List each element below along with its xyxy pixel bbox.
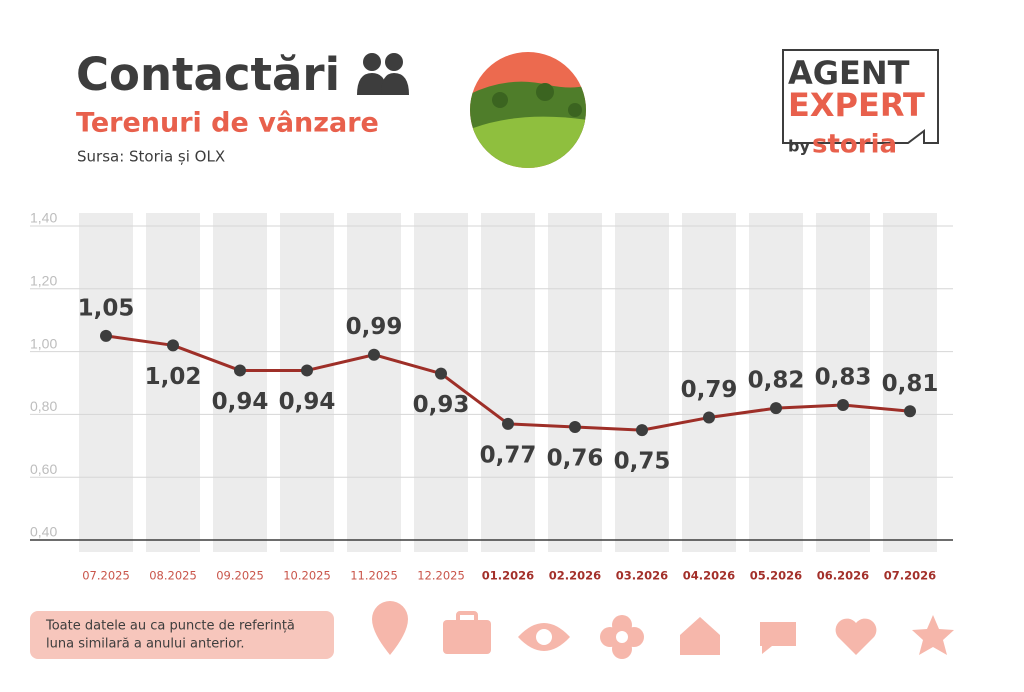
photo: [470, 52, 586, 168]
y-tick-label: 1,40: [30, 210, 57, 226]
value-label: 0,81: [882, 371, 939, 397]
x-tick-label: 02.2026: [549, 569, 601, 583]
x-tick-label: 07.2026: [884, 569, 936, 583]
marker: [837, 398, 849, 411]
source: Sursa: Storia și OLX: [77, 148, 225, 166]
value-label: 1,02: [145, 364, 202, 390]
column-band: [347, 213, 401, 552]
x-tick-label: 11.2025: [350, 569, 398, 583]
x-tick-label: 07.2025: [82, 569, 130, 583]
people-icon: [357, 53, 409, 95]
title: Contactări: [76, 48, 340, 101]
marker: [234, 364, 246, 377]
marker: [703, 411, 715, 424]
value-label: 1,05: [78, 295, 135, 321]
y-tick-label: 0,80: [30, 398, 57, 414]
value-label: 0,76: [547, 445, 604, 471]
column-band: [414, 213, 468, 552]
y-tick-label: 0,60: [30, 461, 57, 477]
subtitle: Terenuri de vânzare: [76, 108, 379, 139]
note-line: luna similară a anului anterior.: [46, 637, 245, 652]
value-label: 0,99: [346, 314, 403, 340]
column-band: [816, 213, 870, 552]
value-label: 0,79: [681, 377, 738, 403]
x-tick-label: 08.2025: [149, 569, 197, 583]
marker: [167, 339, 179, 352]
marker: [904, 405, 916, 418]
column-band: [481, 213, 535, 552]
marker: [368, 348, 380, 361]
marker: [770, 402, 782, 415]
column-band: [280, 213, 334, 552]
marker: [636, 424, 648, 437]
column-band: [615, 213, 669, 552]
value-label: 0,83: [815, 364, 872, 390]
value-label: 0,93: [413, 392, 470, 418]
note-line: Toate datele au ca puncte de referință: [45, 619, 295, 634]
column-band: [146, 213, 200, 552]
x-tick-label: 09.2025: [216, 569, 264, 583]
column-band: [749, 213, 803, 552]
x-tick-label: 01.2026: [482, 569, 534, 583]
logo-brand: storia: [812, 130, 897, 160]
column-band: [548, 213, 602, 552]
logo-line2: EXPERT: [788, 86, 925, 124]
x-tick-label: 06.2026: [817, 569, 869, 583]
y-tick-label: 0,40: [30, 524, 57, 540]
value-label: 0,77: [480, 442, 537, 468]
y-tick-label: 1,20: [30, 273, 57, 289]
x-tick-label: 04.2026: [683, 569, 735, 583]
value-label: 0,82: [748, 368, 805, 394]
icons: [372, 601, 954, 659]
value-label: 0,75: [614, 449, 671, 475]
column-band: [79, 213, 133, 552]
x-tick-label: 03.2026: [616, 569, 668, 583]
column-band: [682, 213, 736, 552]
column-band: [883, 213, 937, 552]
marker: [435, 367, 447, 380]
x-tick-label: 05.2026: [750, 569, 802, 583]
marker: [100, 329, 112, 342]
logo-line1: AGENT: [788, 54, 910, 92]
logo-by: by: [788, 137, 810, 156]
x-tick-label: 12.2025: [417, 569, 465, 583]
marker: [569, 420, 581, 433]
x-tick-label: 10.2025: [283, 569, 331, 583]
marker: [502, 417, 514, 430]
marker: [301, 364, 313, 377]
value-label: 0,94: [279, 389, 336, 415]
value-label: 0,94: [212, 389, 269, 415]
logo: AGENT EXPERT by storia: [782, 49, 939, 160]
note-box: [30, 611, 334, 659]
column-band: [213, 213, 267, 552]
y-tick-label: 1,00: [30, 335, 57, 351]
